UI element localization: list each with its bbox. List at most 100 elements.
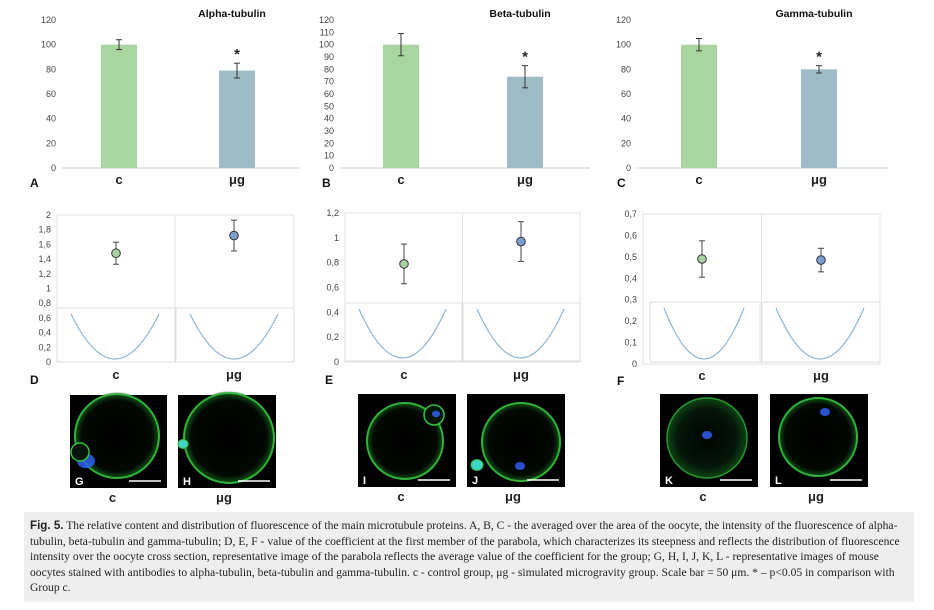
- group-label: μg: [505, 489, 521, 504]
- y-tick-label: 20: [324, 138, 334, 148]
- oocyte-membrane: [778, 397, 858, 477]
- oocyte-cytoplasm: [365, 401, 445, 481]
- y-tick-label: 60: [621, 89, 631, 99]
- x-category-label: c: [695, 172, 702, 187]
- x-category-label: μg: [813, 368, 829, 383]
- panel-label: D: [30, 373, 39, 387]
- nucleus: [820, 408, 830, 416]
- oocyte-membrane: [481, 402, 561, 482]
- significance-marker: *: [522, 49, 528, 66]
- chart-title: Beta-tubulin: [489, 8, 550, 20]
- data-point-μg: [229, 230, 239, 241]
- x-category-label: μg: [811, 172, 827, 187]
- oocyte-cytoplasm: [777, 396, 859, 478]
- oocyte-cytoplasm: [480, 401, 562, 483]
- parabola-curve: [358, 308, 447, 359]
- data-point-c: [697, 254, 707, 264]
- error-bar: [398, 33, 404, 57]
- error-bar: [696, 38, 702, 52]
- y-tick-label: 1,2: [38, 269, 51, 279]
- parabola-inset: [761, 301, 881, 363]
- oocyte-cytoplasm: [182, 391, 276, 485]
- caption-text: The relative content and distribution of…: [30, 519, 900, 595]
- panel-label: L: [775, 475, 782, 487]
- panel-label: B: [322, 176, 331, 190]
- bar-c: [681, 44, 717, 168]
- chart-C: 0 20 40 60 80 100 120 c μg * Gamma-tubulin C: [616, 8, 888, 190]
- y-tick-label: 1,2: [326, 208, 339, 218]
- x-category-label: μg: [513, 367, 529, 382]
- y-tick-label: 0,8: [326, 258, 339, 268]
- y-tick-label: 20: [46, 138, 56, 148]
- group-label: c: [699, 489, 706, 504]
- micrograph-G: Gc: [70, 392, 167, 505]
- chart-B: 0 10 20 30 40 50 60 70 80 90 100 110 120 c μg * Beta-tub…: [319, 8, 590, 190]
- group-label: c: [397, 489, 404, 504]
- chart-F: 0 0,1 0,2 0,3 0,4 0,5 0,6 0,7 c μg F: [617, 209, 881, 388]
- y-tick-label: 60: [324, 89, 334, 99]
- panel-label: K: [665, 475, 673, 487]
- y-tick-label: 120: [319, 15, 334, 25]
- y-tick-label: 100: [616, 40, 631, 50]
- data-point-c: [111, 248, 121, 259]
- y-tick-label: 100: [319, 40, 334, 50]
- y-tick-label: 0,2: [326, 332, 339, 342]
- y-tick-label: 0,3: [624, 295, 637, 305]
- y-tick-label: 0,8: [38, 298, 51, 308]
- bar-c: [101, 44, 137, 168]
- nucleus: [432, 410, 440, 418]
- y-tick-label: 90: [324, 52, 334, 62]
- x-category-label: c: [400, 367, 407, 382]
- y-tick-label: 1: [46, 284, 51, 294]
- error-bar: [522, 65, 528, 89]
- y-tick-label: 1: [334, 233, 339, 243]
- micrograph-J: Jμg: [467, 394, 565, 504]
- y-tick-label: 0: [626, 163, 631, 173]
- oocyte-membrane: [366, 402, 444, 480]
- parabola-curve: [70, 313, 160, 360]
- y-tick-label: 20: [621, 138, 631, 148]
- y-tick-label: 0: [51, 163, 56, 173]
- polar-body: [470, 459, 484, 471]
- y-tick-label: 120: [41, 15, 56, 25]
- parabola-inset: [175, 307, 295, 363]
- y-tick-label: 0,2: [624, 316, 637, 326]
- y-tick-label: 80: [324, 64, 334, 74]
- x-category-label: μg: [229, 172, 245, 187]
- y-tick-label: 80: [46, 64, 56, 74]
- chart-D: 0 0,2 0,4 0,6 0,8 1 1,2 1,4 1,6 1,8 2 c μg D: [30, 210, 295, 387]
- panel-label: F: [617, 374, 624, 388]
- group-label: μg: [216, 490, 232, 505]
- y-tick-label: 1,8: [38, 225, 51, 235]
- y-tick-label: 0,6: [38, 313, 51, 323]
- y-tick-label: 0: [334, 357, 339, 367]
- parabola-inset: [649, 301, 761, 363]
- x-category-label: μg: [226, 367, 242, 382]
- x-category-label: c: [698, 368, 705, 383]
- parabola-inset: [56, 307, 176, 363]
- nucleus: [515, 462, 525, 470]
- oocyte-membrane: [666, 397, 748, 479]
- parabola-curve: [476, 308, 565, 359]
- y-tick-label: 30: [324, 126, 334, 136]
- panel-label: E: [325, 373, 333, 387]
- y-tick-label: 100: [41, 40, 56, 50]
- group-label: c: [109, 490, 116, 505]
- y-tick-label: 0: [632, 359, 637, 369]
- chart-A: 0 20 40 60 80 100 120 c μg * Alpha-tubulin A: [30, 8, 300, 190]
- y-tick-label: 1,4: [38, 254, 51, 264]
- y-tick-label: 40: [621, 114, 631, 124]
- panel-label: J: [472, 475, 478, 487]
- y-tick-label: 40: [324, 114, 334, 124]
- y-tick-label: 0,6: [326, 283, 339, 293]
- figure-caption: Fig. 5. The relative content and distrib…: [24, 512, 914, 602]
- y-tick-label: 0,4: [326, 307, 339, 317]
- parabola-curve: [189, 313, 279, 360]
- data-point-μg: [516, 236, 526, 247]
- x-category-label: μg: [517, 172, 533, 187]
- x-category-label: c: [397, 172, 404, 187]
- panel-label: C: [617, 176, 626, 190]
- x-category-label: c: [112, 367, 119, 382]
- y-tick-label: 2: [46, 210, 51, 220]
